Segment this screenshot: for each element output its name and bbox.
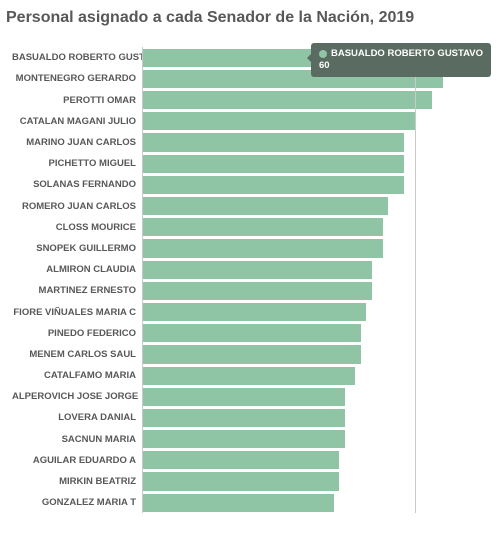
bar-track	[142, 365, 497, 386]
bar[interactable]	[143, 472, 339, 490]
y-axis-label: CATALAN MAGANI JULIO	[12, 116, 142, 127]
bar-row[interactable]: ALMIRON CLAUDIA	[12, 259, 497, 280]
bar-row[interactable]: SNOPEK GUILLERMO	[12, 238, 497, 259]
bar[interactable]	[143, 218, 383, 236]
bar-track	[142, 217, 497, 238]
y-axis-label: MONTENEGRO GERARDO	[12, 73, 142, 84]
chart-title: Personal asignado a cada Senador de la N…	[6, 8, 497, 27]
y-axis-label: MIRKIN BEATRIZ	[12, 476, 142, 487]
bar-track	[142, 280, 497, 301]
bar-chart: BASUALDO ROBERTO GUSTAVO MONTENEGRO GERAR…	[6, 47, 497, 513]
y-axis-label: MENEM CARLOS SAUL	[12, 349, 142, 360]
bar-track	[142, 47, 497, 68]
y-axis-label: LOVERA DANIAL	[12, 412, 142, 423]
bar-track	[142, 196, 497, 217]
bar-row[interactable]: MONTENEGRO GERARDO	[12, 68, 497, 89]
bar[interactable]	[143, 409, 345, 427]
bar[interactable]	[143, 70, 443, 88]
bar-track	[142, 132, 497, 153]
bar-track	[142, 407, 497, 428]
bar-track	[142, 153, 497, 174]
bar[interactable]	[143, 494, 334, 512]
bar[interactable]	[143, 112, 415, 130]
bar[interactable]	[143, 91, 432, 109]
bar-track	[142, 90, 497, 111]
bar[interactable]	[143, 261, 372, 279]
bar-track	[142, 450, 497, 471]
y-axis-label: GONZALEZ MARIA T	[12, 497, 142, 508]
bar-track	[142, 259, 497, 280]
bar-row[interactable]: PICHETTO MIGUEL	[12, 153, 497, 174]
y-axis-label: CLOSS MOURICE	[12, 222, 142, 233]
plot-area: BASUALDO ROBERTO GUSTAVO MONTENEGRO GERAR…	[6, 47, 497, 513]
bar[interactable]	[143, 451, 339, 469]
y-axis-label: MARTINEZ ERNESTO	[12, 285, 142, 296]
bar-row[interactable]: SOLANAS FERNANDO	[12, 174, 497, 195]
bar-row[interactable]: ALPEROVICH JOSE JORGE	[12, 386, 497, 407]
bar-track	[142, 238, 497, 259]
bar[interactable]	[143, 303, 366, 321]
bar[interactable]	[143, 133, 404, 151]
bar-row[interactable]: ROMERO JUAN CARLOS	[12, 196, 497, 217]
bar[interactable]	[143, 282, 372, 300]
y-axis-label: CATALFAMO MARIA	[12, 370, 142, 381]
y-axis-label: BASUALDO ROBERTO GUSTAVO	[12, 52, 142, 63]
bar-row[interactable]: CATALFAMO MARIA	[12, 365, 497, 386]
bar-track	[142, 429, 497, 450]
y-axis-label: MARINO JUAN CARLOS	[12, 137, 142, 148]
y-axis-label: ALPEROVICH JOSE JORGE	[12, 391, 142, 402]
bar-track	[142, 174, 497, 195]
y-axis-label: PICHETTO MIGUEL	[12, 158, 142, 169]
bar-row[interactable]: PINEDO FEDERICO	[12, 323, 497, 344]
chart-container: Personal asignado a cada Senador de la N…	[0, 0, 503, 519]
bar-track	[142, 492, 497, 513]
bar-track	[142, 323, 497, 344]
bar[interactable]	[143, 176, 404, 194]
bar-row[interactable]: FIORE VIÑUALES MARIA C	[12, 301, 497, 322]
y-axis-label: SACNUN MARIA	[12, 434, 142, 445]
bar-row[interactable]: BASUALDO ROBERTO GUSTAVO	[12, 47, 497, 68]
bar[interactable]	[143, 367, 355, 385]
y-axis-label: SOLANAS FERNANDO	[12, 179, 142, 190]
bar[interactable]	[143, 388, 345, 406]
bar[interactable]	[143, 345, 361, 363]
bar-track	[142, 344, 497, 365]
bar[interactable]	[143, 49, 470, 67]
bar-row[interactable]: GONZALEZ MARIA T	[12, 492, 497, 513]
bar-row[interactable]: CLOSS MOURICE	[12, 217, 497, 238]
bar-row[interactable]: LOVERA DANIAL	[12, 407, 497, 428]
y-axis-label: ALMIRON CLAUDIA	[12, 264, 142, 275]
bar-row[interactable]: MIRKIN BEATRIZ	[12, 471, 497, 492]
bar[interactable]	[143, 155, 404, 173]
y-axis-label: FIORE VIÑUALES MARIA C	[12, 307, 142, 318]
bar-row[interactable]: PEROTTI OMAR	[12, 90, 497, 111]
bar[interactable]	[143, 197, 388, 215]
bar[interactable]	[143, 239, 383, 257]
bar-row[interactable]: SACNUN MARIA	[12, 429, 497, 450]
y-axis-label: PINEDO FEDERICO	[12, 328, 142, 339]
bar-track	[142, 471, 497, 492]
y-axis-label: PEROTTI OMAR	[12, 95, 142, 106]
bar-row[interactable]: MARINO JUAN CARLOS	[12, 132, 497, 153]
bar-row[interactable]: MARTINEZ ERNESTO	[12, 280, 497, 301]
bar-row[interactable]: AGUILAR EDUARDO A	[12, 450, 497, 471]
bar-track	[142, 301, 497, 322]
bar-track	[142, 386, 497, 407]
bar-row[interactable]: MENEM CARLOS SAUL	[12, 344, 497, 365]
y-axis-label: ROMERO JUAN CARLOS	[12, 201, 142, 212]
bar-track	[142, 111, 497, 132]
bar[interactable]	[143, 430, 345, 448]
bar[interactable]	[143, 324, 361, 342]
bar-row[interactable]: CATALAN MAGANI JULIO	[12, 111, 497, 132]
bar-track	[142, 68, 497, 89]
y-axis-label: AGUILAR EDUARDO A	[12, 455, 142, 466]
y-axis-label: SNOPEK GUILLERMO	[12, 243, 142, 254]
